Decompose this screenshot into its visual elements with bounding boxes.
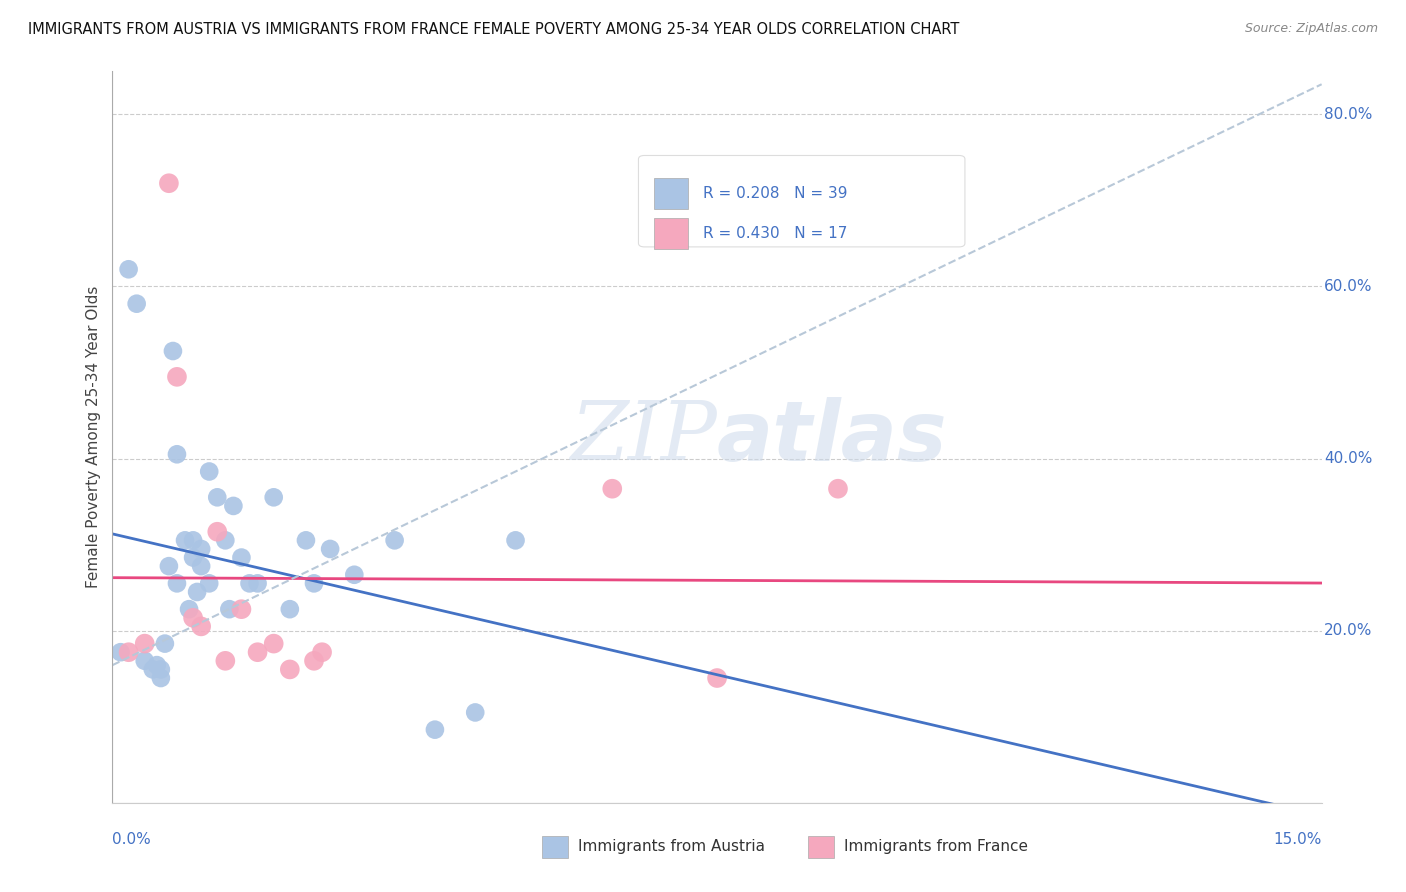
Point	[222, 499, 245, 513]
Text: 20.0%: 20.0%	[1324, 624, 1372, 638]
Point	[166, 369, 188, 384]
Point	[117, 645, 139, 659]
Point	[198, 576, 221, 591]
Point	[302, 654, 325, 668]
Point	[174, 533, 197, 548]
Point	[214, 533, 236, 548]
Point	[384, 533, 406, 548]
Point	[190, 619, 212, 633]
Point	[146, 658, 169, 673]
Point	[166, 447, 188, 461]
Text: Immigrants from France: Immigrants from France	[844, 839, 1028, 855]
Text: 60.0%: 60.0%	[1324, 279, 1372, 294]
Point	[149, 662, 172, 676]
Point	[238, 576, 260, 591]
Point	[827, 482, 849, 496]
Point	[157, 559, 180, 574]
Text: Immigrants from Austria: Immigrants from Austria	[578, 839, 765, 855]
Point	[157, 176, 180, 190]
Point	[181, 533, 204, 548]
Point	[231, 602, 253, 616]
Point	[600, 482, 623, 496]
Point	[181, 550, 204, 565]
Point	[295, 533, 318, 548]
Point	[198, 465, 221, 479]
Text: Source: ZipAtlas.com: Source: ZipAtlas.com	[1244, 22, 1378, 36]
Point	[153, 637, 176, 651]
Point	[190, 541, 212, 556]
FancyBboxPatch shape	[807, 836, 834, 858]
Text: R = 0.430   N = 17: R = 0.430 N = 17	[703, 227, 846, 241]
Point	[117, 262, 139, 277]
FancyBboxPatch shape	[541, 836, 568, 858]
Point	[263, 637, 285, 651]
Point	[214, 654, 236, 668]
Point	[311, 645, 333, 659]
FancyBboxPatch shape	[654, 219, 688, 249]
Point	[125, 296, 148, 310]
Point	[231, 550, 253, 565]
Y-axis label: Female Poverty Among 25-34 Year Olds: Female Poverty Among 25-34 Year Olds	[86, 286, 101, 588]
Text: 0.0%: 0.0%	[112, 832, 152, 847]
Point	[162, 344, 184, 359]
FancyBboxPatch shape	[638, 155, 965, 247]
Point	[177, 602, 200, 616]
Point	[142, 662, 165, 676]
Point	[423, 723, 446, 737]
Text: 15.0%: 15.0%	[1274, 832, 1322, 847]
Point	[278, 662, 301, 676]
Text: atlas: atlas	[717, 397, 948, 477]
Text: 80.0%: 80.0%	[1324, 107, 1372, 122]
Point	[505, 533, 527, 548]
Text: ZIP: ZIP	[571, 397, 717, 477]
Text: R = 0.208   N = 39: R = 0.208 N = 39	[703, 186, 846, 201]
Point	[218, 602, 240, 616]
Point	[464, 706, 486, 720]
Point	[278, 602, 301, 616]
Text: 40.0%: 40.0%	[1324, 451, 1372, 467]
Point	[149, 671, 172, 685]
Point	[181, 611, 204, 625]
Point	[207, 491, 229, 505]
Point	[166, 576, 188, 591]
Point	[263, 491, 285, 505]
FancyBboxPatch shape	[654, 178, 688, 209]
Point	[134, 637, 156, 651]
Text: IMMIGRANTS FROM AUSTRIA VS IMMIGRANTS FROM FRANCE FEMALE POVERTY AMONG 25-34 YEA: IMMIGRANTS FROM AUSTRIA VS IMMIGRANTS FR…	[28, 22, 959, 37]
Point	[110, 645, 132, 659]
Point	[207, 524, 229, 539]
Point	[302, 576, 325, 591]
Point	[186, 585, 208, 599]
Point	[246, 645, 269, 659]
Point	[190, 559, 212, 574]
Point	[246, 576, 269, 591]
Point	[706, 671, 728, 685]
Point	[319, 541, 342, 556]
Point	[134, 654, 156, 668]
Point	[343, 567, 366, 582]
